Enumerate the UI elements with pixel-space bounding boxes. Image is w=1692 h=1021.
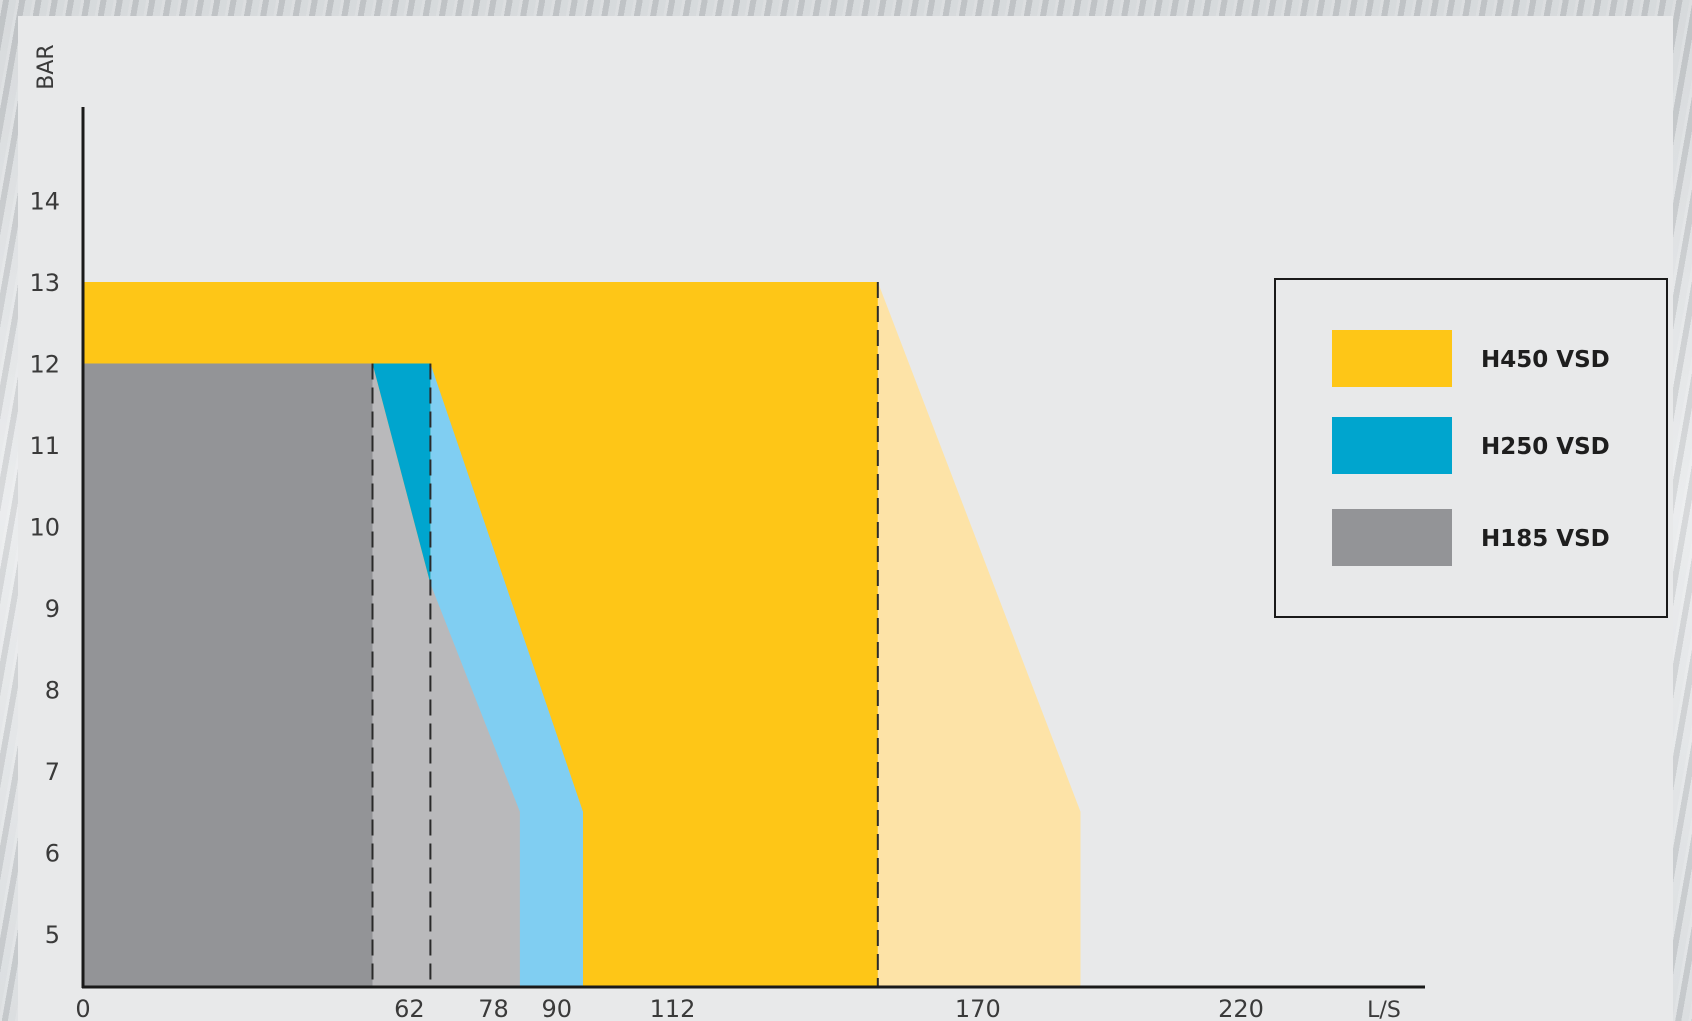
y-tick-7: 7 [45, 758, 60, 786]
legend-label-2: H250 VSD [1481, 434, 1610, 460]
x-tick-170: 170 [955, 995, 1001, 1021]
area-h185-light [372, 363, 520, 987]
area-h250 [372, 363, 431, 584]
x-tick-labels: 0 62 78 90 112 170 220 [75, 995, 1264, 1021]
y-tick-labels: 5 6 7 8 9 10 11 12 13 14 [29, 188, 60, 950]
x-tick-112: 112 [650, 995, 696, 1021]
y-tick-9: 9 [45, 595, 60, 623]
legend-label-3: H185 VSD [1481, 526, 1610, 552]
y-tick-6: 6 [45, 840, 60, 868]
x-axis-title: L/S [1367, 998, 1401, 1021]
y-tick-11: 11 [29, 432, 60, 460]
legend-frame [1274, 278, 1668, 618]
x-tick-62: 62 [394, 995, 425, 1021]
y-tick-5: 5 [45, 921, 60, 949]
x-tick-90: 90 [541, 995, 572, 1021]
y-tick-14: 14 [29, 188, 60, 216]
legend-swatch-1 [1332, 330, 1452, 387]
legend-swatch-3 [1332, 509, 1452, 566]
areas-layer [83, 282, 1081, 987]
y-tick-8: 8 [45, 677, 60, 705]
legend-swatch-2 [1332, 417, 1452, 474]
dashed-markers [371, 282, 879, 987]
y-axis-title: BAR [34, 44, 59, 89]
x-tick-220: 220 [1218, 995, 1264, 1021]
legend-label-1: H450 VSD [1481, 347, 1610, 373]
y-tick-10: 10 [29, 514, 60, 542]
x-tick-0: 0 [75, 995, 90, 1021]
x-tick-78: 78 [478, 995, 509, 1021]
y-tick-13: 13 [29, 269, 60, 297]
legend: H450 VSD H250 VSD H185 VSD [1274, 278, 1668, 618]
area-h450-light [877, 282, 1081, 987]
area-h185 [83, 363, 373, 987]
y-tick-12: 12 [29, 351, 60, 379]
